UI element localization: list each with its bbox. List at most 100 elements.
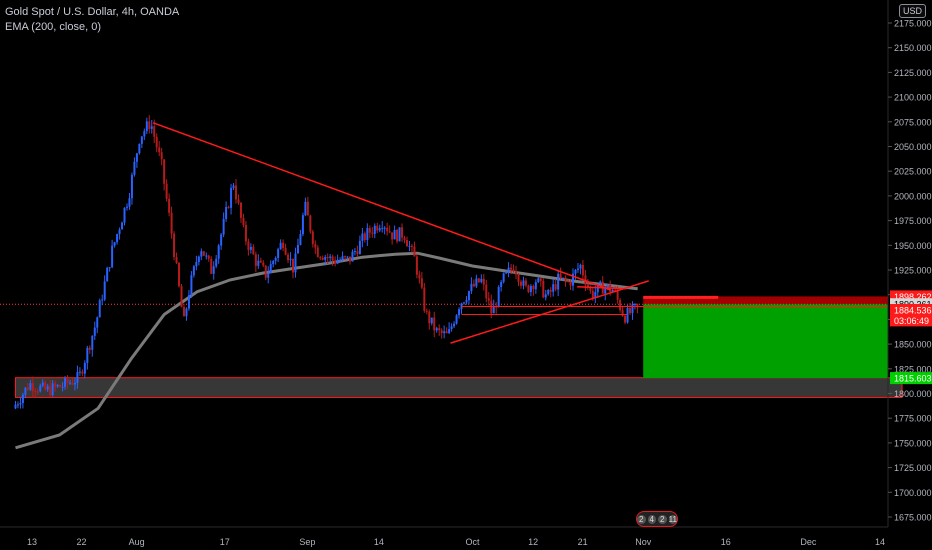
economic-events-marker[interactable]: 2 4 2 11 [636,511,678,527]
candle [244,221,247,246]
candle-body [106,267,109,282]
event-count: 2 [637,514,646,524]
time-axis[interactable]: 13 22 Aug 17 Sep 14 Oct 12 21 Nov 16 Dec 14 [0,526,888,547]
candle [272,259,275,268]
candle-body [341,256,344,261]
candle-body [91,335,94,350]
candle-body [433,317,436,331]
candle [475,274,478,288]
chart-legend[interactable]: Gold Spot / U.S. Dollar, 4h, OANDA EMA (… [5,5,179,35]
currency-badge[interactable]: USD [898,4,926,18]
candle-body [326,257,329,259]
candle [222,212,225,238]
candle [264,265,267,281]
candle [83,360,86,379]
candle-body [319,257,322,259]
candle-body [366,228,369,240]
candle [341,251,344,262]
candle [316,245,319,258]
time-tick-label: 17 [220,537,230,547]
candle-body [267,273,270,278]
candle [86,345,89,370]
candle-body [353,251,356,253]
candle-body [190,275,193,296]
candle [448,322,451,334]
candle-body [66,378,69,384]
candle [485,279,488,303]
candle [572,268,575,291]
candle [371,227,374,238]
candle [599,280,602,285]
candle [517,273,520,287]
axis-price-label-text: 1815.603 [894,374,932,384]
candle [59,384,62,388]
time-tick-label: 13 [27,537,37,547]
trendline-descending[interactable] [152,122,611,291]
candle [398,227,401,242]
drawings-layer[interactable] [152,122,888,344]
candle-body [559,273,562,279]
candle-body [242,217,245,225]
candle-body [450,326,453,330]
candle-body [118,229,121,235]
axis-price-label: 03:06:49 [890,314,932,327]
candle [41,379,44,388]
candle-body [140,136,143,144]
candle-body [264,265,267,278]
candle [108,266,111,272]
candle [277,247,280,263]
candle [237,194,240,205]
indicator-label[interactable]: EMA (200, close, 0) [5,21,101,33]
candle [433,311,436,338]
candle [26,382,29,391]
candle [393,225,396,240]
candle-body [542,280,545,298]
candle-body [614,289,617,291]
candle [304,197,307,217]
candle [482,273,485,291]
candle-body [376,225,379,231]
candle-body [49,386,52,396]
trendline-ascending[interactable] [450,280,649,344]
candle [61,382,64,392]
candle-body [73,382,76,385]
candle-body [470,283,473,292]
candle [66,375,69,390]
candle-body [187,295,190,309]
candle [435,326,438,333]
candle-body [296,244,299,254]
candle [31,376,34,398]
candle-body [135,153,138,162]
candle [549,287,552,298]
time-tick-label: Dec [800,537,817,547]
candle-body [465,300,468,303]
candle-body [111,245,114,268]
candle-body [64,378,67,387]
candle [356,245,359,258]
candle-body [393,230,396,240]
candle [458,307,461,319]
candle [562,277,565,281]
candle-body [567,280,570,282]
price-tick-label: 2125.000 [894,68,932,78]
candle [445,327,448,334]
candle-body [378,228,381,231]
price-tick-label: 2050.000 [894,142,932,152]
candle-body [482,278,485,285]
candle [252,244,255,255]
candle [165,179,168,202]
candle [358,235,361,255]
time-tick-label: 12 [528,537,538,547]
candle-body [522,280,525,286]
candle-body [252,246,255,255]
candle [537,276,540,284]
candle-body [321,257,324,260]
symbol-title[interactable]: Gold Spot / U.S. Dollar, 4h, OANDA [5,6,180,18]
target-zone [643,304,888,379]
trendline-channel[interactable] [577,286,627,290]
candle [259,257,262,264]
candle [505,270,508,275]
candle-body [29,383,32,390]
candle-body [604,288,607,294]
